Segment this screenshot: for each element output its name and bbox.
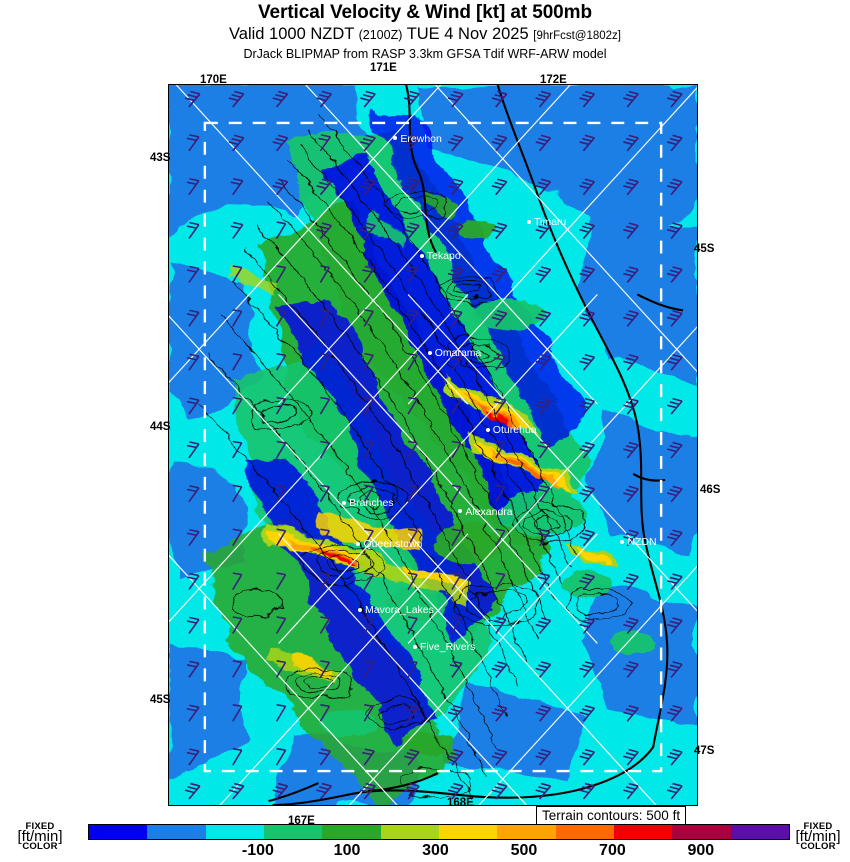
lat-label-right-0: 45S [694,243,715,255]
valid-prefix: Valid 1000 NZDT [228,25,355,43]
page-title: Vertical Velocity & Wind [kt] at 500mb [258,2,592,23]
colorbar-segment-10 [672,825,731,839]
place-marker-oturehua: Oturehua [485,421,537,439]
lat-label-left-1: 44S [150,421,171,433]
colorbar-segment-9 [613,825,673,839]
place-label: NZDN [627,535,657,548]
colorbar-segment-0 [89,825,148,839]
lat-label-left-0: 43S [150,152,171,164]
place-marker-erewhon: Erewhon [393,130,442,148]
terrain-contour-legend: Terrain contours: 500 ft [536,806,687,826]
colorbar-segment-7 [497,825,556,839]
lat-label-right-2: 47S [694,745,715,757]
colorbar-segment-11 [730,825,789,839]
colorbar-left-units: [ft/min] [17,828,63,845]
place-dot-icon [356,541,361,546]
map-panel[interactable]: Erewhon Timaru Tekapo Omarama Oturehua Branch… [168,84,698,806]
lon-label-top-0: 170E [200,74,227,86]
place-label: Mavora_Lakes [365,604,434,616]
forecast-tag: [9hrFcst@1802z] [533,30,622,42]
place-marker-queenstown: Queenstown [356,535,422,553]
colorbar-segment-5 [380,825,439,839]
place-label: Branches [349,496,394,509]
colorbar-segment-4 [322,825,381,839]
place-marker-five_rivers: Five_Rivers [412,638,476,656]
place-label: Oturehua [492,424,537,436]
colorbar-segment-1 [147,825,206,839]
colorbar-right-units: [ft/min] [795,828,841,845]
colorbar-segment-6 [438,825,498,839]
place-marker-tekapo: Tekapo [419,247,461,265]
place-label: Timaru [533,215,567,228]
place-marker-branches: Branches [342,494,394,512]
place-dot-icon [358,608,363,612]
place-dot-icon [620,539,625,544]
colorbar-tick-700: 700 [599,842,626,859]
valid-utc: (2100Z) [358,28,403,42]
colorbar-tick-900: 900 [687,842,715,859]
colorbar-panel: FIXED [ft/min] COLOR -100 100 300 500 700 900… [0,822,850,860]
colorbar-left-fixed: FIXED [25,821,55,832]
coastline [268,85,684,805]
valid-date: TUE 4 Nov 2025 [406,25,529,43]
place-dot-icon [427,350,432,355]
graticule-lines [169,85,697,805]
place-label: Alexandra [465,505,513,518]
colorbar-tick-300: 300 [422,842,449,859]
place-label: Five_Rivers [419,640,476,653]
lon-label-top-1: 171E [370,62,397,74]
lon-label-top-2: 172E [540,74,567,86]
colorbar-left-color: COLOR [22,841,58,852]
colorbar-tick--100: -100 [241,842,274,859]
domain-box [203,121,663,773]
place-dot-icon [342,500,347,505]
place-marker-omarama: Omarama [427,344,482,362]
colorbar-tick-labels: -100 100 300 500 700 900 [88,842,790,862]
lon-label-bottom-1: 168E [447,797,474,809]
place-label: Tekapo [426,249,461,262]
place-dot-icon [526,219,531,224]
colorbar-left-unit-label: FIXED [ft/min] COLOR [4,822,76,852]
valid-time-line: Valid 1000 NZDT (2100Z) TUE 4 Nov 2025 [… [0,24,850,46]
place-label: Omarama [434,346,482,359]
place-label: Erewhon [400,132,442,145]
place-marker-mavora_lakes: Mavora_Lakes [358,601,434,619]
colorbar-segment-8 [555,825,614,839]
colorbar-tick-100: 100 [333,842,361,859]
colorbar-segment-3 [263,825,323,839]
vertical-velocity-map[interactable] [169,85,697,805]
place-marker-alexandra: Alexandra [458,503,513,521]
place-marker-nzdn: NZDN [620,533,657,551]
colorbar-right-color: COLOR [800,841,836,852]
colorbar-tick-500: 500 [510,842,538,859]
lat-label-right-1: 46S [700,484,721,496]
place-dot-icon [393,136,398,141]
header: Vertical Velocity & Wind [kt] at 500mb V… [0,0,850,62]
place-marker-timaru: Timaru [526,213,567,231]
colorbar-segment-2 [205,825,264,839]
colorbar-right-fixed: FIXED [803,821,833,832]
place-dot-icon [412,644,417,649]
lat-label-left-2: 45S [150,694,171,706]
place-dot-icon [419,253,424,258]
colorbar-gradient[interactable] [88,824,790,840]
place-dot-icon [485,428,490,432]
model-source: DrJack BLIPMAP from RASP 3.3km GFSA Tdif… [243,47,607,61]
place-dot-icon [458,509,463,514]
colorbar-right-unit-label: FIXED [ft/min] COLOR [782,822,850,852]
place-label: Queenstown [363,537,423,550]
